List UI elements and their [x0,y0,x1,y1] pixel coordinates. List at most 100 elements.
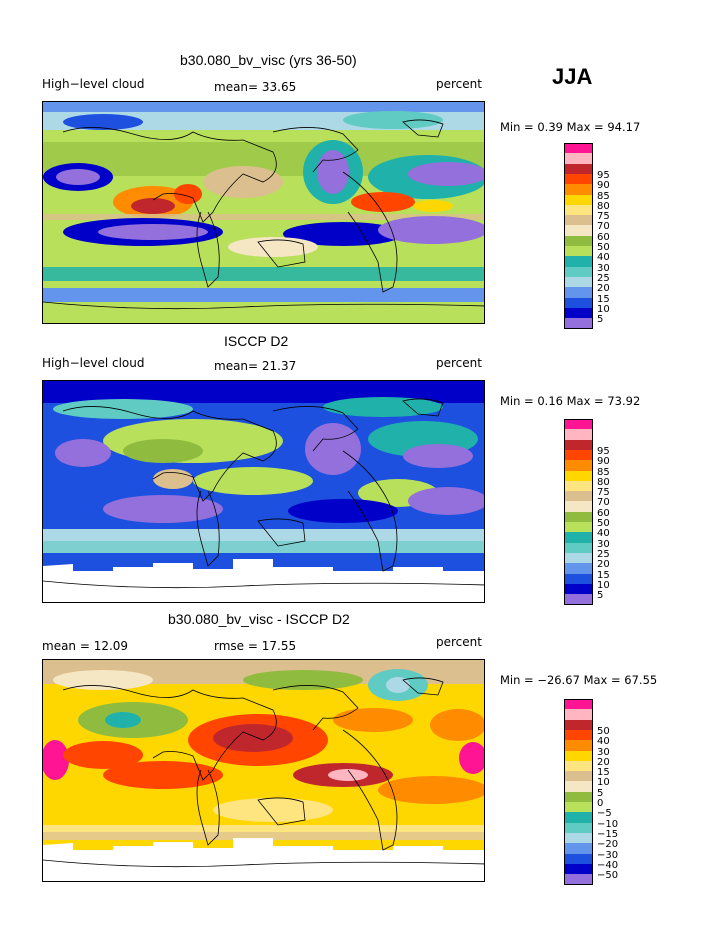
colorbar-tick-label: 60 [597,507,610,519]
colorbar-swatch [564,853,593,865]
colorbar-swatch [564,699,593,710]
colorbar-swatch [564,163,593,175]
colorbar-tick-label: 90 [597,456,610,468]
colorbar-tick-label: 50 [597,242,610,253]
colorbar-tick-label: 50 [597,518,610,529]
colorbar-swatch [564,781,593,793]
panel-3-map [42,659,485,882]
colorbar-tick-label: 95 [597,445,610,457]
colorbar-swatch [564,429,593,441]
colorbar-tick-label: 15 [597,293,610,305]
panel-2-units: percent [436,356,482,370]
colorbar-swatch [564,552,593,564]
colorbar-swatch [564,153,593,165]
colorbar-swatch [564,287,593,298]
colorbar-tick-label: 30 [597,538,610,550]
colorbar-swatch [564,470,593,482]
colorbar-tick-label: 20 [597,756,610,768]
colorbar-swatch [564,791,593,803]
colorbar-tick-label: 30 [597,262,610,274]
colorbar-swatch [564,740,593,751]
colorbar-swatch [564,480,593,492]
colorbar-swatch [564,460,593,471]
colorbar-tick-label: −50 [597,870,619,882]
colorbar-swatch [564,802,593,813]
colorbar-tick-label: 0 [597,798,604,809]
panel-1-variable-label: High−level cloud [42,77,145,91]
colorbar-tick-label: 25 [597,548,610,560]
colorbar-swatch [564,750,593,762]
colorbar-tick-label: 25 [597,272,610,284]
colorbar-swatch [564,215,593,226]
colorbar-tick-label: 15 [597,767,610,779]
season-label: JJA [552,64,593,89]
colorbar-swatch [564,532,593,544]
panel-1-map [42,101,485,324]
panel-2-map-canvas [43,381,484,602]
colorbar-tick-label: 10 [597,777,610,789]
panel-3-mean: mean = 12.09 [42,639,129,653]
colorbar-swatch [564,832,593,844]
colorbar-swatch [564,594,593,605]
colorbar-tick-label: 90 [597,180,610,192]
colorbar-swatch [564,449,593,461]
panel-2-mean: mean= 21.37 [214,359,297,373]
panel-1-map-canvas [43,102,484,323]
colorbar-tick-label: −30 [597,849,619,861]
colorbar-tick-label: −15 [597,828,619,840]
colorbar-swatch [564,822,593,834]
panel-2-map [42,380,485,603]
colorbar-swatch [564,760,593,772]
colorbar-swatch [564,235,593,247]
colorbar-tick-label: 40 [597,736,610,748]
colorbar-tick-label: −5 [597,808,612,820]
colorbar-tick-label: 10 [597,579,610,591]
colorbar-tick-label: 60 [597,231,610,243]
panel-3-units: percent [436,635,482,649]
colorbar-swatch [564,573,593,585]
colorbar-swatch [564,143,593,154]
colorbar-swatch [564,246,593,257]
colorbar-tick-label: 80 [597,476,610,488]
colorbar-tick-label: 40 [597,528,610,540]
colorbar-tick-label: 20 [597,283,610,295]
colorbar-tick-label: 30 [597,746,610,758]
colorbar-swatch [564,256,593,268]
colorbar-swatch [564,225,593,237]
panel-1-minmax: Min = 0.39 Max = 94.17 [500,120,641,134]
panel-2-title: ISCCP D2 [224,333,289,349]
colorbar-swatch [564,491,593,502]
colorbar-swatch [564,204,593,216]
panel-2-variable-label: High−level cloud [42,356,145,370]
colorbar-swatch [564,307,593,319]
colorbar-swatch [564,511,593,523]
colorbar-swatch [564,874,593,885]
colorbar-swatch [564,812,593,824]
colorbar-tick-label: 80 [597,200,610,212]
colorbar-swatch [564,771,593,782]
colorbar-tick-label: 75 [597,211,610,223]
panel-2-minmax: Min = 0.16 Max = 73.92 [500,394,641,408]
colorbar-tick-label: 95 [597,169,610,181]
colorbar-tick-label: 85 [597,190,610,202]
colorbar-tick-label: 5 [597,787,604,799]
colorbar-swatch [564,522,593,533]
colorbar-tick-label: 20 [597,559,610,571]
colorbar-tick-label: −40 [597,859,619,871]
colorbar-swatch [564,439,593,451]
colorbar-swatch [564,729,593,741]
colorbar-swatch [564,563,593,574]
colorbar-swatch [564,318,593,329]
colorbar-swatch [564,276,593,288]
colorbar-tick-label: 40 [597,252,610,264]
panel-1-mean: mean= 33.65 [214,80,297,94]
colorbar-tick-label: 50 [597,725,610,737]
colorbar-swatch [564,863,593,875]
panel-1-units: percent [436,77,482,91]
colorbar-tick-label: 15 [597,569,610,581]
colorbar-tick-label: 70 [597,221,610,233]
colorbar-swatch [564,583,593,595]
colorbar-tick-label: 70 [597,497,610,509]
colorbar-tick-label: −20 [597,839,619,851]
panel-3-minmax: Min = −26.67 Max = 67.55 [500,673,658,687]
